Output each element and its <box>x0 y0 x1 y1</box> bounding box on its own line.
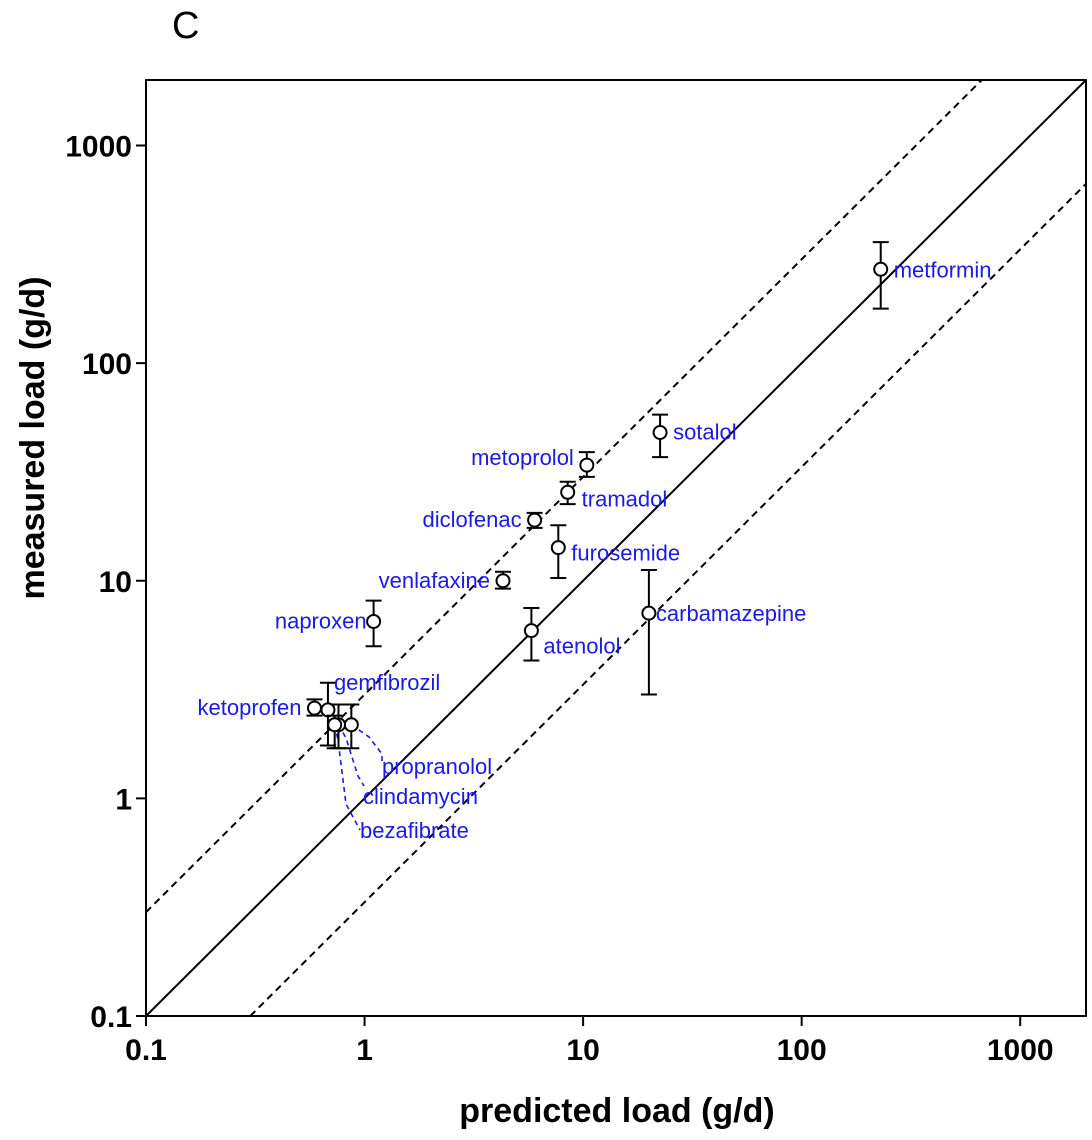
point-metoprolol <box>578 451 595 478</box>
x-axis-ticks: 0.1 1 10 100 1000 <box>125 1016 1054 1067</box>
marker <box>495 573 511 589</box>
label-gemfibrozil: gemfibrozil <box>334 670 440 695</box>
point-diclofenac <box>526 511 543 529</box>
panel-label: C <box>172 5 199 47</box>
point-atenolol <box>523 606 540 662</box>
plot-frame <box>145 79 1087 1017</box>
marker <box>527 512 543 528</box>
label-venlafaxine: venlafaxine <box>379 568 490 593</box>
x-tick-label: 0.1 <box>125 1034 167 1067</box>
y-tick-label: 1 <box>115 783 132 816</box>
point-furosemide <box>550 524 567 579</box>
point-gemfibrozil <box>319 681 336 747</box>
label-metoprolol: metoprolol <box>471 445 574 470</box>
marker <box>366 613 382 629</box>
x-tick-label: 10 <box>566 1034 599 1067</box>
y-tick-label: 10 <box>99 566 132 599</box>
point-tramadol <box>559 480 576 506</box>
label-tramadol: tramadol <box>582 486 668 511</box>
marker <box>523 623 539 639</box>
marker <box>560 484 576 500</box>
point-naproxen <box>365 599 382 648</box>
marker <box>652 425 668 441</box>
label-diclofenac: diclofenac <box>423 507 522 532</box>
marker <box>641 605 657 621</box>
label-bezafibrate: bezafibrate <box>360 818 469 843</box>
x-tick-label: 100 <box>777 1034 827 1067</box>
marker <box>306 700 322 716</box>
label-propranolol: propranolol <box>382 754 492 779</box>
marker <box>327 717 343 733</box>
label-naproxen: naproxen <box>275 608 367 633</box>
y-tick-label: 1000 <box>65 131 132 164</box>
point-sotalol <box>652 413 669 459</box>
point-ketoprofen <box>306 698 323 717</box>
point-labels: metformin sotalol metoprolol tramadol diclof… <box>198 257 992 843</box>
marker <box>343 717 359 733</box>
identity-line <box>145 79 1087 1017</box>
point-bezafibrate <box>326 714 343 750</box>
dashed-line-2 <box>249 183 1087 1017</box>
x-axis-title: predicted load (g/d) <box>459 1092 774 1130</box>
point-venlafaxine <box>494 570 511 590</box>
marker <box>550 540 566 556</box>
label-atenolol: atenolol <box>543 634 620 659</box>
label-carbamazepine: carbamazepine <box>656 601 806 626</box>
y-tick-label: 0.1 <box>90 1001 132 1034</box>
y-axis-ticks: 0.1 1 10 100 1000 <box>65 131 146 1034</box>
data-points <box>306 241 889 750</box>
point-metformin <box>872 241 889 310</box>
point-carbamazepine <box>640 569 657 696</box>
leader-bezafibrate <box>333 724 361 831</box>
x-tick-label: 1000 <box>987 1034 1054 1067</box>
label-sotalol: sotalol <box>673 420 737 445</box>
marker <box>873 261 889 277</box>
y-axis-title: measured load (g/d) <box>14 276 52 599</box>
label-furosemide: furosemide <box>571 541 680 566</box>
label-clindamycin: clindamycin <box>363 784 478 809</box>
y-tick-label: 100 <box>82 348 132 381</box>
x-tick-label: 1 <box>356 1034 373 1067</box>
leader-propranolol <box>350 724 383 764</box>
label-leader-lines <box>333 724 383 831</box>
label-metformin: metformin <box>894 257 992 282</box>
label-ketoprofen: ketoprofen <box>198 695 302 720</box>
marker <box>579 457 595 473</box>
